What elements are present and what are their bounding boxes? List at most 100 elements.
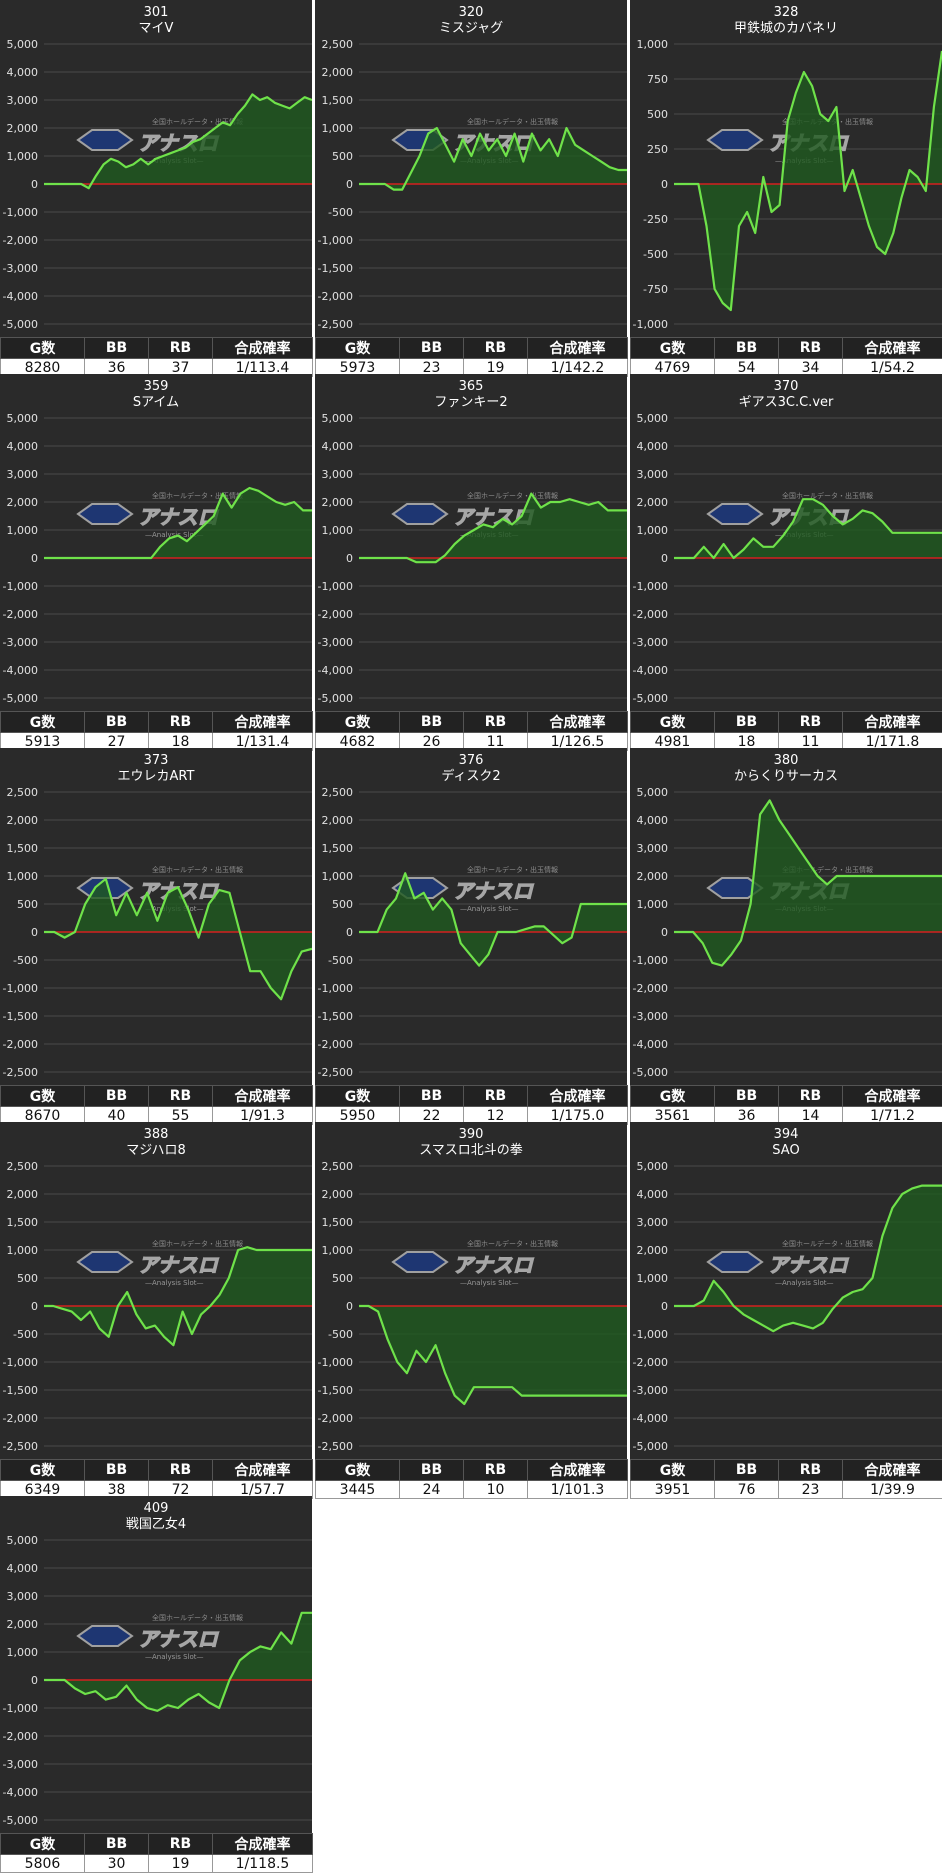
- games-value: 5806: [0, 1854, 85, 1873]
- y-tick-label: 2,000: [322, 496, 354, 509]
- y-tick-label: -2,000: [633, 982, 668, 995]
- header-rate: 合成確率: [212, 337, 313, 359]
- logo-icon: [391, 1251, 449, 1273]
- chart-title: 戦国乙女4: [126, 1516, 186, 1532]
- rate-value: 1/118.5: [212, 1854, 313, 1873]
- bb-value: 76: [714, 1480, 779, 1499]
- machine-card: 365 ファンキー2 5,000 4,000 3,000 2,000 1,000 0 -1,00…: [315, 374, 628, 751]
- y-tick-label: -2,000: [318, 1412, 353, 1425]
- y-tick-label: 2,000: [637, 870, 669, 883]
- y-tick-label: 2,500: [7, 786, 39, 799]
- stats-table: G数 BB RB 合成確率 3445 24 10 1/101.3: [315, 1459, 628, 1499]
- machine-card: 376 ディスク2 2,500 2,000 1,500 1,000 500 0 -500 -1,0…: [315, 748, 628, 1125]
- y-tick-label: 2,500: [322, 1160, 354, 1173]
- y-tick-label: -3,000: [3, 1758, 38, 1771]
- y-tick-label: -5,000: [3, 1814, 38, 1827]
- y-tick-label: 0: [661, 552, 668, 565]
- difference-chart: 320 ミスジャグ 2,500 2,000 1,500 1,000 500 0 -500 -1,0…: [315, 0, 627, 337]
- y-tick-label: -1,000: [633, 1328, 668, 1341]
- difference-chart: 390 スマスロ北斗の拳 2,500 2,000 1,500 1,000 500 0 -500 -…: [315, 1122, 627, 1459]
- y-tick-label: 1,500: [7, 1216, 39, 1229]
- header-rate: 合成確率: [842, 1459, 942, 1481]
- header-rate: 合成確率: [212, 1085, 313, 1107]
- y-tick-label: -3,000: [633, 636, 668, 649]
- rate-value: 1/91.3: [212, 1106, 313, 1125]
- machine-card: 409 戦国乙女4 5,000 4,000 3,000 2,000 1,000 0 -1,000…: [0, 1496, 313, 1873]
- y-tick-label: 0: [31, 926, 38, 939]
- y-tick-label: 5,000: [637, 1160, 669, 1173]
- y-tick-label: -1,500: [318, 262, 353, 275]
- games-value: 3951: [630, 1480, 715, 1499]
- machine-card: 394 SAO 5,000 4,000 3,000 2,000 1,000 0 -1,000 -2…: [630, 1122, 942, 1499]
- y-tick-label: -4,000: [3, 1786, 38, 1799]
- header-rate: 合成確率: [842, 1085, 942, 1107]
- y-tick-label: 3,000: [7, 94, 39, 107]
- difference-chart: 380 からくりサーカス 5,000 4,000 3,000 2,000 1,000 0 -1,…: [630, 748, 942, 1085]
- watermark-subtitle: 全国ホールデータ・出玉情報: [152, 865, 243, 874]
- header-rb: RB: [148, 1085, 213, 1107]
- y-tick-label: -2,500: [318, 1440, 353, 1453]
- watermark-tagline: —Analysis Slot—: [775, 1279, 833, 1287]
- watermark-subtitle: 全国ホールデータ・出玉情報: [152, 117, 243, 126]
- y-tick-label: -5,000: [3, 692, 38, 705]
- y-tick-label: 2,000: [7, 1188, 39, 1201]
- y-tick-label: 2,500: [322, 38, 354, 51]
- header-rb: RB: [463, 337, 528, 359]
- y-tick-label: -4,000: [318, 664, 353, 677]
- games-value: 4981: [630, 732, 715, 751]
- y-tick-label: 1,500: [322, 94, 354, 107]
- rb-value: 19: [148, 1854, 213, 1873]
- header-rb: RB: [463, 1459, 528, 1481]
- y-tick-label: 1,000: [7, 1244, 39, 1257]
- difference-chart: 376 ディスク2 2,500 2,000 1,500 1,000 500 0 -500 -1,0…: [315, 748, 627, 1085]
- chart-number: 359: [144, 379, 169, 394]
- area-fill: [44, 1247, 312, 1346]
- y-tick-label: -1,000: [3, 982, 38, 995]
- header-games: G数: [0, 1833, 85, 1855]
- y-tick-label: -1,000: [3, 206, 38, 219]
- y-tick-label: -1,000: [3, 580, 38, 593]
- header-games: G数: [0, 337, 85, 359]
- header-games: G数: [630, 1085, 715, 1107]
- y-tick-label: -2,000: [3, 234, 38, 247]
- bb-value: 23: [399, 358, 464, 377]
- y-tick-label: 3,000: [637, 1216, 669, 1229]
- chart-number: 394: [774, 1127, 799, 1142]
- y-tick-label: -1,500: [3, 1384, 38, 1397]
- watermark-subtitle: 全国ホールデータ・出玉情報: [152, 491, 243, 500]
- area-fill: [674, 800, 942, 966]
- y-tick-label: 0: [661, 1300, 668, 1313]
- rate-value: 1/113.4: [212, 358, 313, 377]
- y-tick-label: 1,000: [322, 524, 354, 537]
- header-rb: RB: [778, 337, 843, 359]
- machine-card: 388 マジハロ8 2,500 2,000 1,500 1,000 500 0 -500 -1,0…: [0, 1122, 313, 1499]
- header-bb: BB: [399, 711, 464, 733]
- y-tick-label: -3,000: [633, 1010, 668, 1023]
- logo-icon: [76, 1251, 134, 1273]
- y-tick-label: 4,000: [637, 1188, 669, 1201]
- stats-table: G数 BB RB 合成確率 5806 30 19 1/118.5: [0, 1833, 313, 1873]
- watermark-tagline: —Analysis Slot—: [145, 531, 203, 539]
- chart-number: 328: [774, 5, 799, 20]
- y-tick-label: 500: [17, 1272, 38, 1285]
- watermark-tagline: —Analysis Slot—: [460, 905, 518, 913]
- area-fill: [674, 1185, 942, 1332]
- header-rate: 合成確率: [527, 711, 628, 733]
- y-tick-label: -2,000: [3, 1038, 38, 1051]
- watermark-subtitle: 全国ホールデータ・出玉情報: [782, 865, 873, 874]
- difference-chart: 388 マジハロ8 2,500 2,000 1,500 1,000 500 0 -500 -1,0…: [0, 1122, 312, 1459]
- area-fill: [44, 878, 312, 1000]
- difference-chart: 373 エウレカART 2,500 2,000 1,500 1,000 500 0 -500 -1…: [0, 748, 312, 1085]
- y-tick-label: 1,500: [7, 842, 39, 855]
- y-tick-label: -500: [328, 954, 353, 967]
- header-rate: 合成確率: [527, 337, 628, 359]
- series-line: [44, 93, 312, 190]
- rate-value: 1/101.3: [527, 1480, 628, 1499]
- rb-value: 10: [463, 1480, 528, 1499]
- y-tick-label: 4,000: [7, 1562, 39, 1575]
- header-games: G数: [0, 1085, 85, 1107]
- chart-number: 365: [459, 379, 484, 394]
- area-fill: [674, 499, 942, 558]
